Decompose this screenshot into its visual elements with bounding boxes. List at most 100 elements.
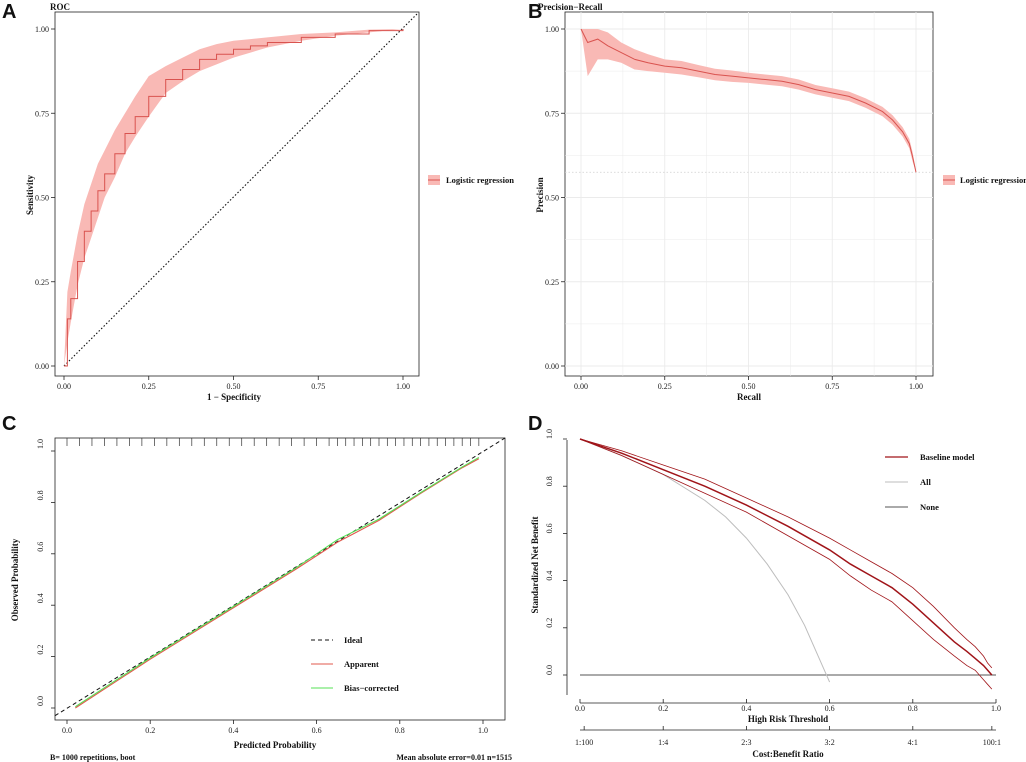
roc-title: ROC <box>50 2 70 12</box>
pr-xtick-label: 0.75 <box>825 382 839 391</box>
roc-ytick-label: 1.00 <box>35 25 49 34</box>
roc-ylabel: Sensitivity <box>25 175 35 216</box>
dca-ytick-label: 0.2 <box>545 618 554 628</box>
calibration-ytick-label: 0.2 <box>36 645 45 655</box>
roc-xtick-label: 0.00 <box>57 382 71 391</box>
pr-ytick-label: 1.00 <box>545 25 559 34</box>
calibration-footer-left: B= 1000 repetitions, boot <box>50 753 136 762</box>
calibration-ytick-label: 0.6 <box>36 542 45 552</box>
calibration-data <box>54 437 506 717</box>
calibration-xtick-label: 0.6 <box>312 726 322 735</box>
dca-baseline-upper-ci <box>579 438 993 669</box>
pr-ytick-label: 0.50 <box>545 194 559 203</box>
dca-ylabel: Standardized Net Benefit <box>530 517 540 614</box>
dca-data <box>579 438 996 690</box>
panel-letter-a: A <box>2 1 16 23</box>
dca-xtick-label: 0.4 <box>741 704 751 713</box>
dca-ytick-label: 0.4 <box>545 571 554 581</box>
dca-costbenefit-tick-label: 100:1 <box>983 738 1001 747</box>
dca-ytick-label: 1.0 <box>545 429 554 439</box>
pr-curve <box>580 28 917 173</box>
calibration-xtick-label: 0.0 <box>62 726 72 735</box>
pr-xtick-label: 0.25 <box>658 382 672 391</box>
legend-apparent-label: Apparent <box>344 659 379 669</box>
calibration-ytick-label: 0.0 <box>36 696 45 706</box>
roc-ticks: 0.00 0.00 0.25 0.25 0.50 0.50 0.75 0.75 1.00 1.00 <box>35 25 410 391</box>
calibration-ytick-label: 0.4 <box>36 593 45 603</box>
calibration-xlabel: Predicted Probability <box>234 740 317 750</box>
legend-baseline-label: Baseline model <box>920 452 975 462</box>
pr-xtick-label: 0.50 <box>742 382 756 391</box>
legend-all-label: All <box>920 477 932 487</box>
dca-ytick-label: 0.6 <box>545 523 554 533</box>
dca-xlabel: High Risk Threshold <box>748 714 828 724</box>
calibration-ylabel: Observed Probability <box>10 538 20 621</box>
pr-confidence-band <box>581 29 916 173</box>
pr-ytick-label: 0.00 <box>545 362 559 371</box>
pr-plot-frame <box>564 11 934 377</box>
pr-xlabel: Recall <box>737 392 761 402</box>
roc-xtick-label: 1.00 <box>396 382 410 391</box>
roc-plot-frame <box>54 11 420 377</box>
dca-ticks: 0.0 0.0 0.2 0.2 0.4 0.4 0.6 0.6 0.8 0.8 1.0 1.0 1:10… <box>545 429 1001 747</box>
roc-xlabel: 1 − Specificity <box>207 392 262 402</box>
roc-ytick-label: 0.50 <box>35 194 49 203</box>
roc-legend-label: Logistic regression <box>446 175 514 185</box>
pr-data <box>580 28 917 173</box>
dca-xtick-label: 1.0 <box>991 704 1001 713</box>
roc-chart: 0.00 0.00 0.25 0.25 0.50 0.50 0.75 0.75 1.00 1.00… <box>25 11 514 402</box>
legend-none-label: None <box>920 502 939 512</box>
dca-xtick-label: 0.8 <box>908 704 918 713</box>
dca-baseline-curve <box>579 438 993 676</box>
dca-chart: 0.0 0.0 0.2 0.2 0.4 0.4 0.6 0.6 0.8 0.8 1.0 1.0 1:10… <box>530 429 1001 759</box>
pr-xtick-label: 1.00 <box>909 382 923 391</box>
dca-costbenefit-tick-label: 2:3 <box>741 738 751 747</box>
calibration-apparent-line <box>75 458 480 709</box>
pr-title: Precision−Recall <box>538 2 603 12</box>
dca-costbenefit-tick-label: 1:100 <box>575 738 593 747</box>
dca-costbenefit-label: Cost:Benefit Ratio <box>752 749 824 759</box>
pr-ytick-label: 0.25 <box>545 278 559 287</box>
legend-ideal-label: Ideal <box>344 635 363 645</box>
pr-xtick-label: 0.00 <box>574 382 588 391</box>
panel-letter-b: B <box>528 1 542 23</box>
pr-ytick-label: 0.75 <box>545 109 559 118</box>
pr-ylabel: Precision <box>535 177 545 212</box>
calibration-bias-corrected-line <box>75 456 480 708</box>
pr-ticks: 0.00 0.00 0.25 0.25 0.50 0.50 0.75 0.75 1.00 1.00 <box>545 25 923 391</box>
roc-xtick-label: 0.75 <box>311 382 325 391</box>
dca-xtick-label: 0.2 <box>658 704 668 713</box>
dca-all-curve <box>579 438 831 683</box>
dca-baseline-lower-ci <box>579 438 993 690</box>
calibration-xtick-label: 1.0 <box>478 726 488 735</box>
roc-curve <box>64 29 404 367</box>
dca-costbenefit-tick-label: 1:4 <box>658 738 668 747</box>
calibration-ticks: 0.0 0.0 0.2 0.2 0.4 0.4 0.6 0.6 0.8 0.8 1.0 1.0 <box>36 439 488 735</box>
roc-ytick-label: 0.00 <box>35 362 49 371</box>
legend-bias-label: Bias−corrected <box>344 683 399 693</box>
dca-ytick-label: 0.8 <box>545 476 554 486</box>
roc-diagonal-reference <box>63 12 419 367</box>
dca-xtick-label: 0.0 <box>575 704 585 713</box>
calibration-footer-right: Mean absolute error=0.01 n=1515 <box>396 753 512 762</box>
dca-ytick-label: 0.0 <box>545 665 554 675</box>
roc-xtick-label: 0.50 <box>227 382 241 391</box>
calibration-xtick-label: 0.8 <box>395 726 405 735</box>
calibration-chart: 0.0 0.0 0.2 0.2 0.4 0.4 0.6 0.6 0.8 0.8 1.0 1.0 Pre… <box>10 437 512 762</box>
calibration-xtick-label: 0.2 <box>145 726 155 735</box>
panel-letter-d: D <box>528 413 542 435</box>
panel-letter-c: C <box>2 413 16 435</box>
roc-data <box>63 12 419 367</box>
dca-costbenefit-tick-label: 4:1 <box>908 738 918 747</box>
pr-chart: 0.00 0.00 0.25 0.25 0.50 0.50 0.75 0.75 1.00 1.00… <box>535 11 1026 402</box>
roc-ytick-label: 0.75 <box>35 109 49 118</box>
roc-xtick-label: 0.25 <box>142 382 156 391</box>
pr-legend-label: Logistic regression <box>960 175 1026 185</box>
calibration-ytick-label: 0.8 <box>36 490 45 500</box>
dca-costbenefit-tick-label: 3:2 <box>824 738 834 747</box>
roc-ytick-label: 0.25 <box>35 278 49 287</box>
calibration-xtick-label: 0.4 <box>228 726 238 735</box>
calibration-ytick-label: 1.0 <box>36 439 45 449</box>
dca-xtick-label: 0.6 <box>825 704 835 713</box>
